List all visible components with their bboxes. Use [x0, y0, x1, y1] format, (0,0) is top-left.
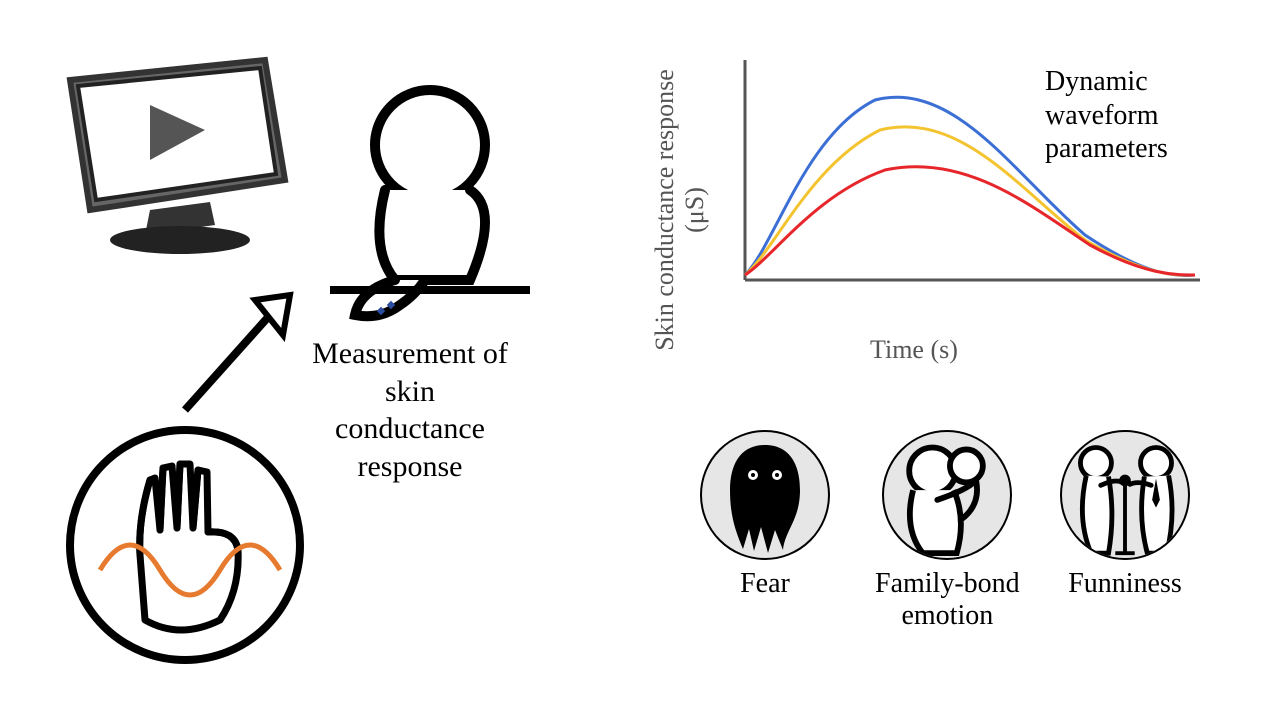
caption-line: response — [358, 450, 463, 483]
monitor-icon — [50, 50, 310, 270]
family-label: Family-bond emotion — [875, 568, 1020, 632]
family-bond-icon — [882, 430, 1012, 560]
chart-xlabel: Time (s) — [870, 335, 958, 365]
caption-line: conductance — [335, 412, 485, 445]
chart-title: Dynamicwaveformparameters — [1045, 65, 1245, 166]
funniness-icon — [1060, 430, 1190, 560]
fear-label: Fear — [740, 568, 790, 600]
funniness-label: Funniness — [1068, 568, 1182, 600]
arrow-icon — [155, 280, 315, 440]
ylabel-line2: (μS) — [680, 187, 709, 233]
hand-sensor-icon — [60, 420, 310, 670]
emotion-family: Family-bond emotion — [875, 430, 1020, 632]
caption-line: skin — [385, 375, 435, 408]
emotion-fear: Fear — [700, 430, 830, 600]
caption-line: Measurement of — [312, 337, 508, 370]
person-icon — [300, 80, 560, 340]
fear-icon — [700, 430, 830, 560]
emotion-funniness: Funniness — [1060, 430, 1190, 600]
right-panel: Skin conductance response (μS) Dynamicwa… — [640, 30, 1260, 690]
left-diagram-panel: Measurement of skin conductance response — [40, 50, 600, 670]
ylabel-line1: Skin conductance response — [650, 69, 679, 351]
chart-ylabel: Skin conductance response (μS) — [650, 40, 710, 380]
scr-chart: Dynamicwaveformparameters — [735, 50, 1205, 330]
